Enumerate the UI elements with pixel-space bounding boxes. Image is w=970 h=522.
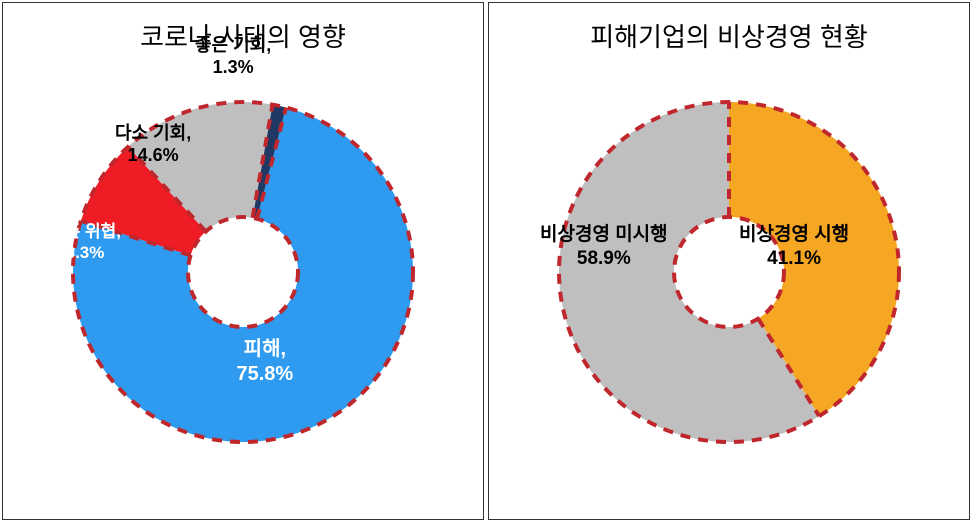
slice-label: 비상경영 미시행58.9% <box>540 223 668 271</box>
right-panel: 피해기업의 비상경영 현황 비상경영 시행41.1% 비상경영 미시행58.9% <box>488 2 970 520</box>
right-donut-svg <box>489 62 969 492</box>
left-donut-svg <box>3 62 483 492</box>
right-chart-title: 피해기업의 비상경영 현황 <box>489 3 969 62</box>
slice-label: 좋은 기회,1.3% <box>195 34 271 79</box>
left-panel: 코로나 사태의 영향 좋은 기회,1.3%피해,75.8%생존 위협,8.3%다… <box>2 2 484 520</box>
slice-label: 다소 기회,14.6% <box>115 122 191 167</box>
slice-label: 비상경영 시행41.1% <box>739 223 849 271</box>
slice-label: 생존 위협,8.3% <box>49 221 121 264</box>
right-chart-area: 비상경영 시행41.1% 비상경영 미시행58.9% <box>489 62 969 508</box>
left-chart-area: 좋은 기회,1.3%피해,75.8%생존 위협,8.3%다소 기회,14.6% <box>3 62 483 508</box>
slice-label: 피해,75.8% <box>237 337 294 387</box>
